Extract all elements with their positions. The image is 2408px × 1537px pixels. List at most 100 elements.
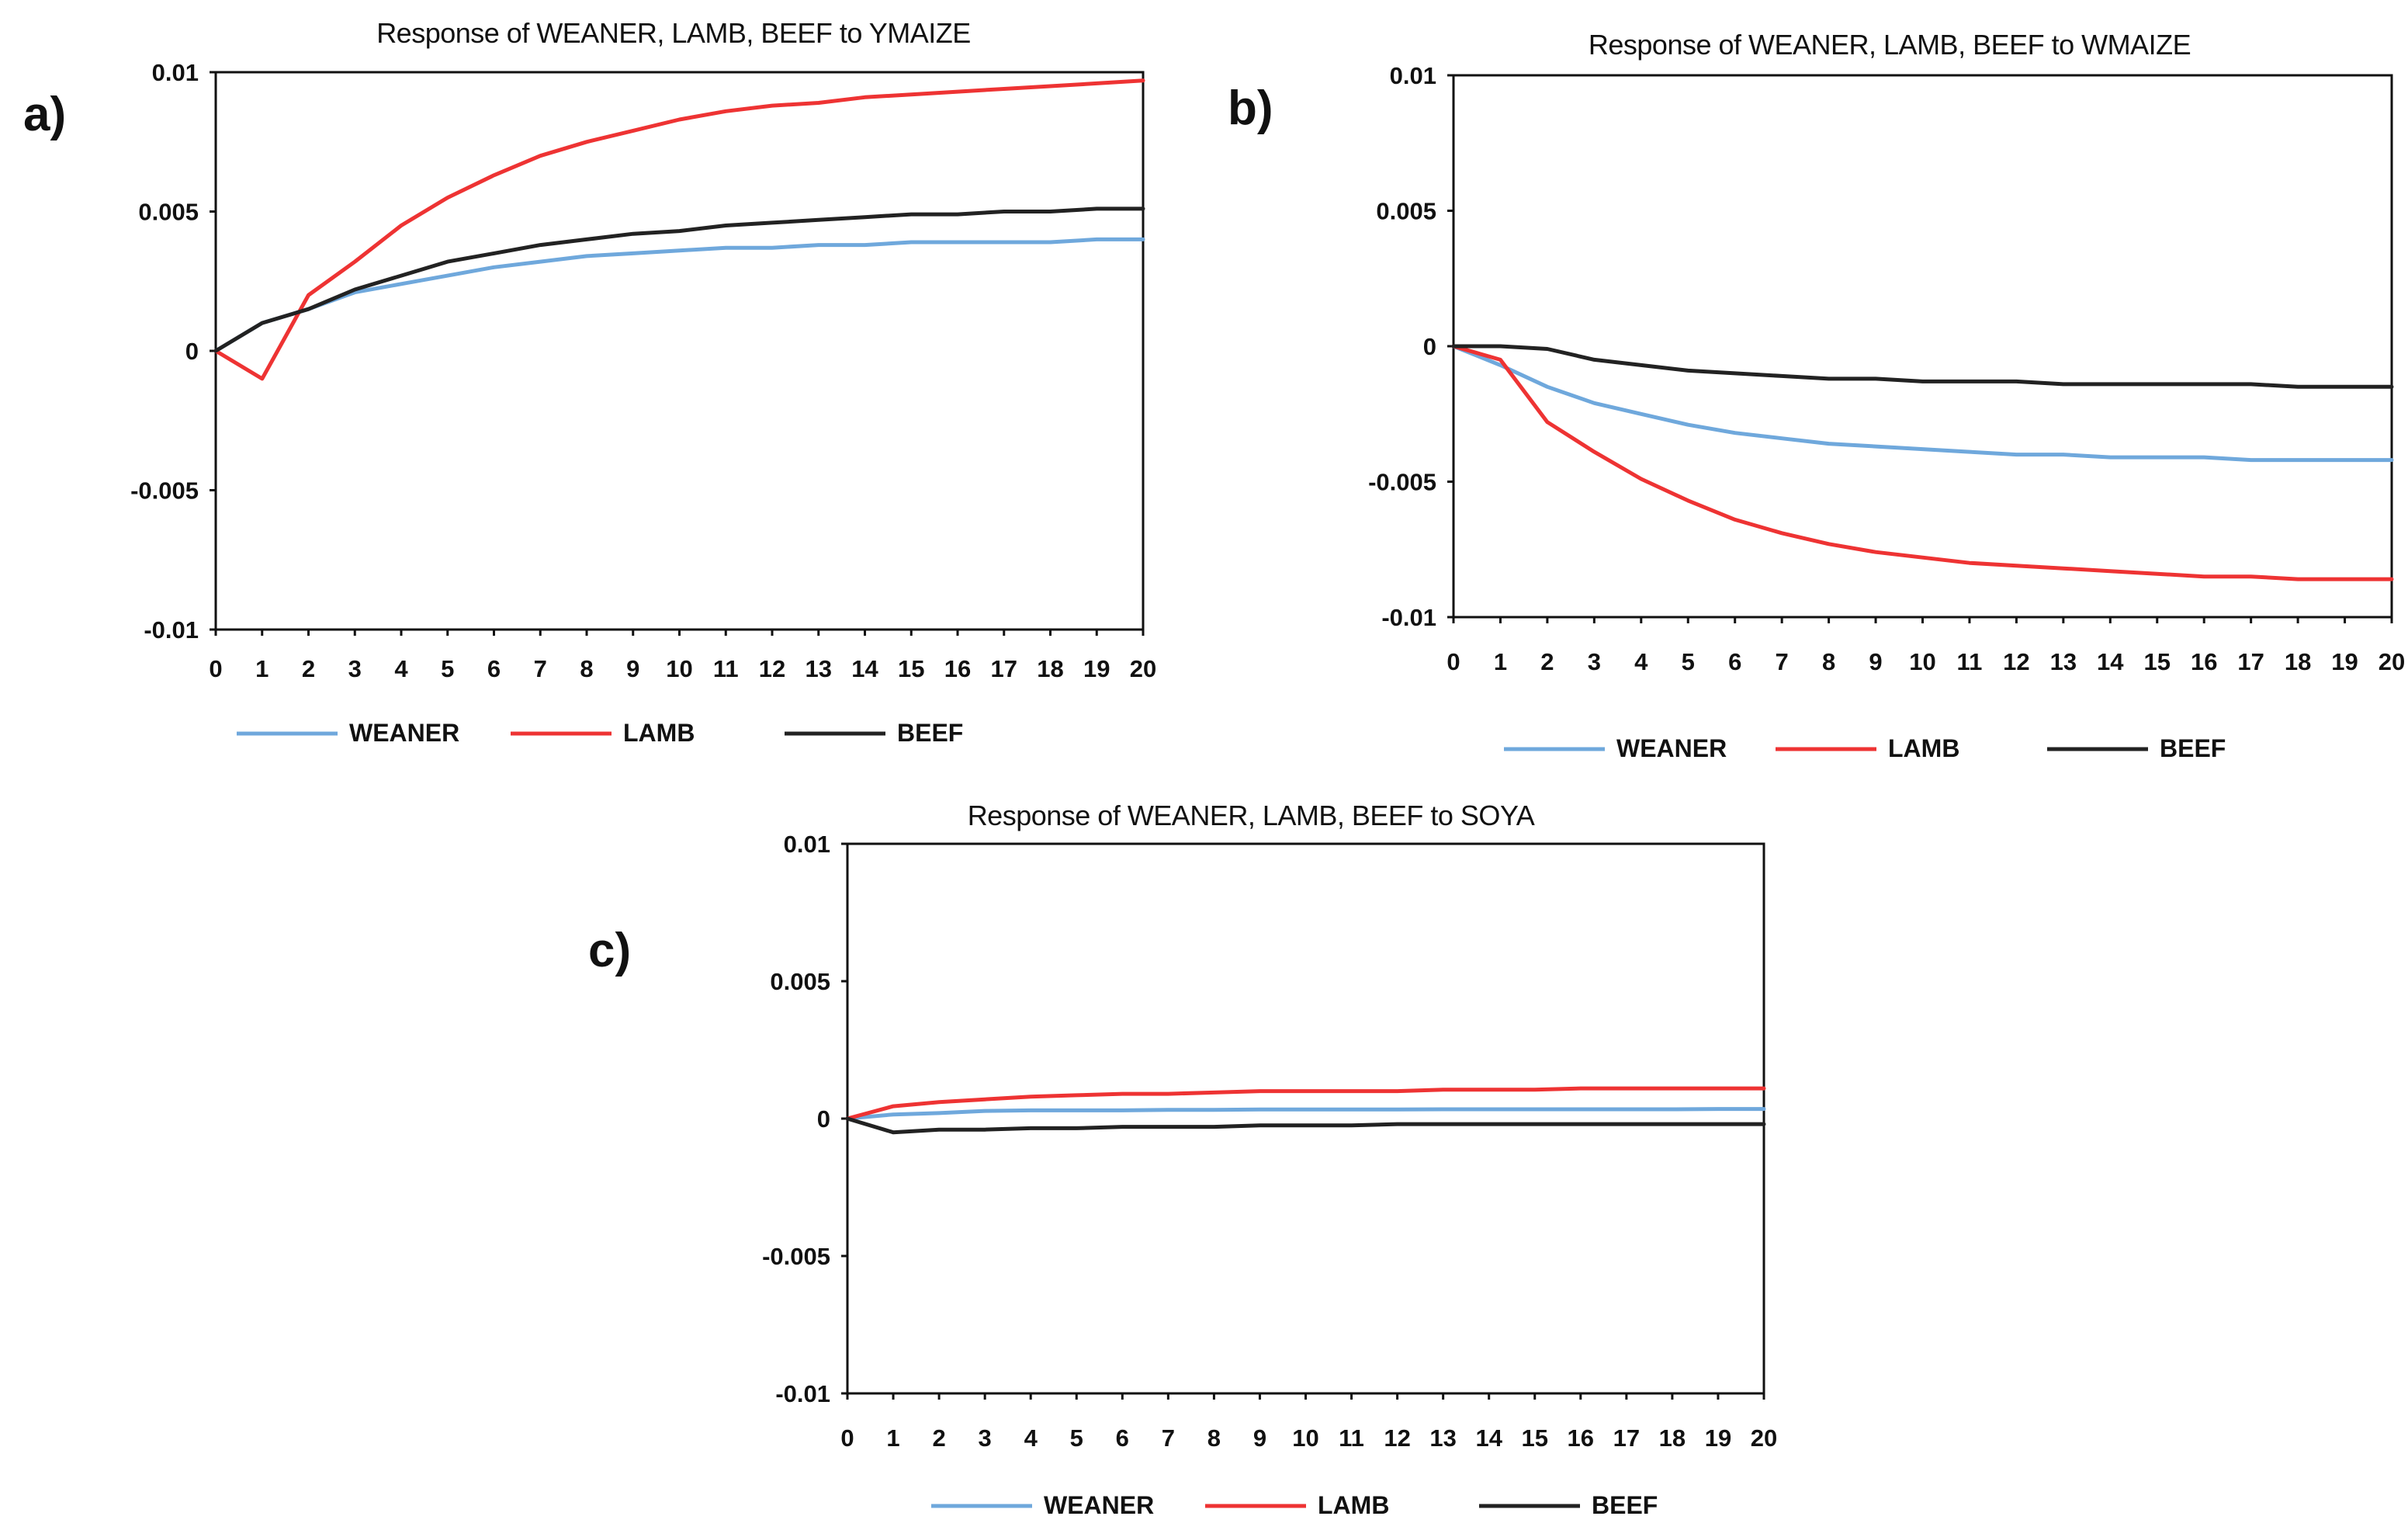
series-line-weaner [845,1107,1766,1121]
x-tick-label: 1 [255,655,269,682]
x-tick-label: 15 [1522,1424,1548,1452]
x-tick-label: 4 [1634,648,1648,675]
series-line-beef [1451,344,2394,389]
x-tick-label: 2 [302,655,315,682]
x-tick-label: 8 [580,655,593,682]
legend-label-lamb: LAMB [1318,1491,1389,1519]
x-tick-label: 5 [1682,648,1695,675]
x-tick-label: 18 [1659,1424,1686,1452]
chart-panel-a: Response of WEANER, LAMB, BEEF to YMAIZE… [0,0,1211,776]
x-tick-label: 5 [441,655,454,682]
x-tick-label: 6 [1116,1424,1129,1452]
x-tick-label: 2 [1540,648,1554,675]
x-tick-label: 9 [1869,648,1882,675]
series-line-weaner [213,237,1145,353]
series-line-beef [213,206,1145,353]
legend: WEANER LAMB BEEF [1504,734,2226,762]
y-tick-label: 0.01 [152,59,199,86]
x-tick-label: 11 [1339,1424,1364,1452]
x-tick-label: 13 [806,655,832,682]
plot-area [846,842,1765,1395]
legend-label-weaner: WEANER [1616,734,1727,762]
x-tick-label: 1 [1494,648,1507,675]
y-tick-label: -0.005 [762,1243,830,1270]
x-tick-label: 16 [944,655,971,682]
legend-label-beef: BEEF [897,719,963,747]
x-tick-label: 2 [932,1424,945,1452]
y-tick-label: -0.01 [144,616,199,644]
series-line-beef [845,1116,1766,1135]
x-tick-label: 19 [2331,648,2358,675]
x-tick-label: 8 [1822,648,1835,675]
y-tick-label: 0.005 [770,968,830,995]
x-tick-label: 6 [487,655,501,682]
x-tick-label: 5 [1070,1424,1083,1452]
y-tick-label: 0.01 [1390,62,1436,89]
x-tick-label: 20 [1751,1424,1777,1452]
plot-area [214,71,1145,631]
x-tick-label: 11 [713,655,739,682]
x-tick-label: 17 [1613,1424,1640,1452]
x-tick-label: 3 [979,1424,992,1452]
series-line-lamb [213,78,1145,381]
x-tick-label: 20 [1130,655,1156,682]
x-tick-label: 16 [1568,1424,1594,1452]
x-tick-label: 11 [1957,648,1983,675]
x-tick-label: 14 [2097,648,2124,675]
x-tick-label: 3 [348,655,362,682]
chart-title: Response of WEANER, LAMB, BEEF to SOYA [968,800,1535,831]
chart-svg-b: Response of WEANER, LAMB, BEEF to WMAIZE… [1228,29,2405,762]
x-tick-label: 13 [2050,648,2077,675]
x-tick-label: 1 [886,1424,899,1452]
x-tick-label: 6 [1728,648,1741,675]
y-tick-label: 0 [1423,333,1436,360]
x-tick-label: 10 [1909,648,1935,675]
y-tick-label: 0 [817,1105,830,1133]
y-tick-label: 0.005 [1376,198,1436,225]
x-tick-label: 4 [394,655,408,682]
x-tick-label: 9 [626,655,639,682]
x-tick-label: 17 [2237,648,2264,675]
x-tick-label: 14 [1475,1424,1502,1452]
y-tick-label: 0.01 [784,831,830,858]
x-tick-label: 12 [1384,1424,1410,1452]
chart-svg-a: Response of WEANER, LAMB, BEEF to YMAIZE… [23,17,1156,747]
chart-title: Response of WEANER, LAMB, BEEF to WMAIZE [1589,29,2191,61]
chart-svg-c: Response of WEANER, LAMB, BEEF to SOYA c)… [588,800,1777,1519]
legend: WEANER LAMB BEEF [237,719,963,747]
x-tick-label: 7 [1162,1424,1175,1452]
legend-label-lamb: LAMB [1888,734,1959,762]
series-line-weaner [1451,344,2394,463]
legend-label-lamb: LAMB [623,719,695,747]
x-tick-label: 7 [534,655,547,682]
legend-label-weaner: WEANER [349,719,459,747]
x-tick-label: 0 [840,1424,854,1452]
x-tick-label: 19 [1705,1424,1731,1452]
x-tick-label: 17 [991,655,1017,682]
x-tick-label: 12 [759,655,785,682]
x-tick-label: 7 [1776,648,1789,675]
chart-panel-b: Response of WEANER, LAMB, BEEF to WMAIZE… [1211,0,2408,776]
x-tick-label: 10 [666,655,692,682]
legend: WEANER LAMB BEEF [931,1491,1658,1519]
x-tick-label: 3 [1588,648,1601,675]
legend-label-beef: BEEF [2160,734,2226,762]
y-tick-label: 0.005 [138,199,199,226]
x-tick-label: 18 [1037,655,1063,682]
y-tick-label: -0.005 [1368,469,1436,496]
series-line-lamb [1451,344,2394,581]
panel-label: b) [1228,82,1273,135]
x-tick-label: 15 [898,655,924,682]
x-tick-label: 8 [1207,1424,1221,1452]
series-line-lamb [845,1086,1766,1121]
plot-area [1452,74,2393,619]
x-tick-label: 12 [2003,648,2029,675]
panel-label: a) [23,88,66,141]
x-tick-label: 0 [209,655,222,682]
legend-label-beef: BEEF [1592,1491,1658,1519]
x-tick-label: 9 [1253,1424,1266,1452]
x-tick-label: 13 [1429,1424,1456,1452]
legend-label-weaner: WEANER [1044,1491,1154,1519]
chart-title: Response of WEANER, LAMB, BEEF to YMAIZE [376,17,971,49]
